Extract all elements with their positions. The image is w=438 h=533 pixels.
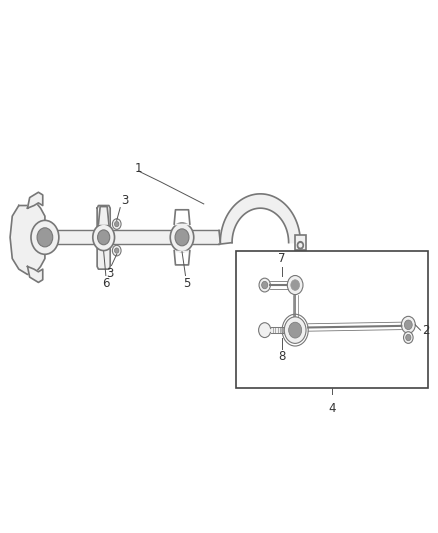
Circle shape xyxy=(259,278,270,292)
Circle shape xyxy=(261,281,268,289)
Text: 4: 4 xyxy=(328,402,336,415)
Circle shape xyxy=(404,320,412,329)
Circle shape xyxy=(113,219,121,229)
Circle shape xyxy=(287,276,303,295)
Circle shape xyxy=(93,224,115,251)
Text: 2: 2 xyxy=(422,324,429,337)
Text: 8: 8 xyxy=(279,350,286,364)
Polygon shape xyxy=(97,206,110,269)
Circle shape xyxy=(284,317,306,343)
Polygon shape xyxy=(10,203,45,274)
Polygon shape xyxy=(28,266,43,282)
Circle shape xyxy=(98,230,110,245)
Bar xyxy=(295,235,306,250)
Circle shape xyxy=(299,244,302,247)
Bar xyxy=(237,251,428,389)
Polygon shape xyxy=(28,192,43,208)
Circle shape xyxy=(37,228,53,247)
Circle shape xyxy=(258,322,271,337)
Circle shape xyxy=(175,229,189,246)
Text: 3: 3 xyxy=(121,194,128,207)
Circle shape xyxy=(297,241,304,249)
Text: 5: 5 xyxy=(183,277,190,290)
Circle shape xyxy=(403,332,413,343)
Text: 1: 1 xyxy=(135,162,142,175)
Text: 7: 7 xyxy=(279,252,286,265)
Polygon shape xyxy=(220,194,300,243)
Circle shape xyxy=(401,317,415,333)
Circle shape xyxy=(289,322,302,338)
Text: 3: 3 xyxy=(106,266,114,279)
Circle shape xyxy=(113,245,121,256)
Circle shape xyxy=(170,223,194,252)
Circle shape xyxy=(115,221,119,227)
Circle shape xyxy=(291,280,300,290)
Text: 6: 6 xyxy=(102,277,110,290)
Circle shape xyxy=(115,248,119,253)
Polygon shape xyxy=(99,207,109,224)
Circle shape xyxy=(31,220,59,254)
Circle shape xyxy=(406,334,411,341)
